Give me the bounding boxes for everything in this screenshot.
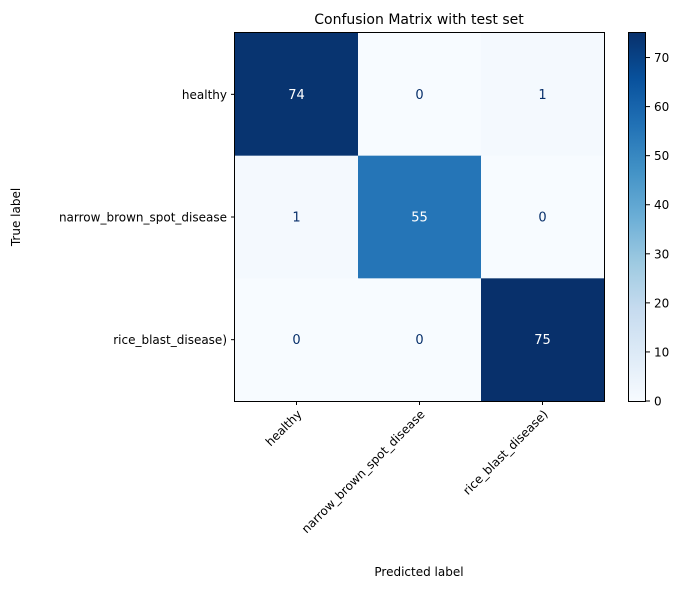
colorbar-tick-label: 30	[654, 247, 669, 261]
colorbar-tick-label: 0	[654, 395, 662, 409]
colorbar-ticks: 0 10 20 30 40 50 60 70	[646, 51, 669, 409]
cell-value-label: 74	[288, 88, 305, 103]
cell-value-label: 55	[411, 211, 428, 226]
colorbar-tick-label: 10	[654, 345, 669, 359]
cell-value-label: 1	[292, 211, 300, 226]
matrix-cell	[358, 155, 482, 279]
colorbar-tick-label: 40	[654, 198, 669, 212]
y-tick-labels: healthy narrow_brown_spot_disease rice_bla…	[59, 88, 235, 347]
matrix-cell	[358, 33, 482, 157]
x-tick-label: healthy	[263, 407, 305, 449]
cell-value-label: 0	[538, 211, 546, 226]
matrix-cell	[481, 33, 605, 157]
matrix-cell	[481, 278, 605, 402]
cell-value-label: 0	[415, 88, 423, 103]
cell-value-label: 1	[538, 88, 546, 103]
colorbar-tick-label: 50	[654, 149, 669, 163]
x-axis-label: Predicted label	[374, 565, 463, 579]
x-tick-label: rice_blast_disease)	[460, 407, 550, 497]
y-axis-label: True label	[9, 188, 23, 247]
matrix-cell	[481, 155, 605, 279]
y-tick-label: healthy	[182, 88, 227, 102]
cell-value-label: 0	[415, 333, 423, 348]
x-tick-label: narrow_brown_spot_disease	[299, 407, 428, 536]
matrix-cell	[358, 278, 482, 402]
matrix-cell	[235, 155, 359, 279]
chart-title: Confusion Matrix with test set	[314, 12, 524, 28]
colorbar-tick-label: 70	[654, 51, 669, 65]
cell-value-label: 75	[534, 333, 551, 348]
colorbar-tick-label: 20	[654, 296, 669, 310]
colorbar	[628, 32, 646, 402]
matrix-cell	[235, 33, 359, 157]
y-tick-label: rice_blast_disease)	[113, 333, 227, 347]
matrix-cells: 74 0 1 1 55 0 0 0 75	[235, 33, 605, 402]
colorbar-tick-label: 60	[654, 100, 669, 114]
y-tick-label: narrow_brown_spot_disease	[59, 211, 227, 225]
cell-value-label: 0	[292, 333, 300, 348]
matrix-cell	[235, 278, 359, 402]
